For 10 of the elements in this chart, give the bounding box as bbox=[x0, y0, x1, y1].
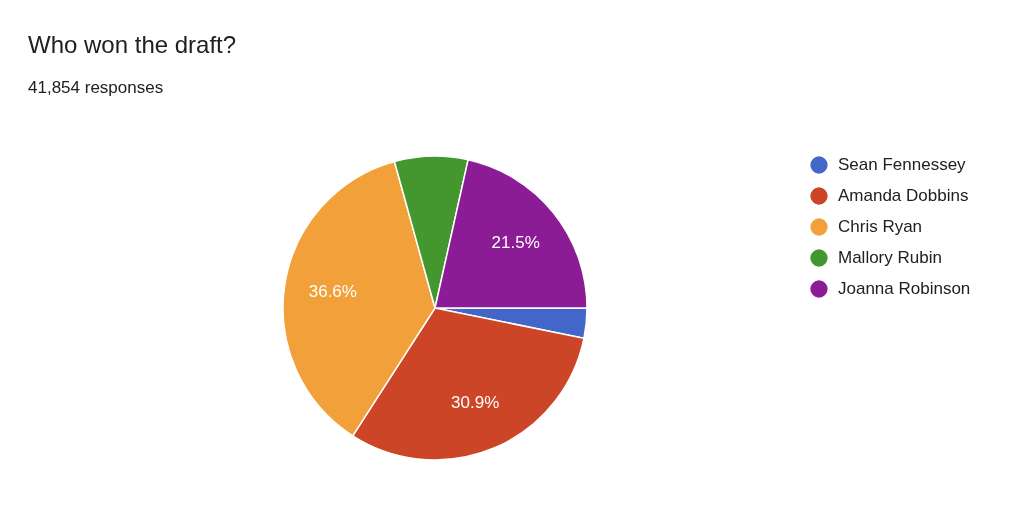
data-label: 36.6% bbox=[308, 282, 357, 302]
legend-label: Amanda Dobbins bbox=[838, 186, 969, 205]
text: 41,854 responses bbox=[28, 78, 164, 97]
data-label: 21.5% bbox=[491, 233, 540, 253]
legend-label: Chris Ryan bbox=[838, 217, 923, 236]
legend-label: Mallory Rubin bbox=[838, 248, 942, 267]
data-label: 30.9% bbox=[451, 393, 500, 413]
chart-title: Who won the draft? bbox=[28, 31, 237, 58]
legend-label: Joanna Robinson bbox=[838, 279, 971, 298]
legend-label: Sean Fennessey bbox=[838, 155, 967, 174]
